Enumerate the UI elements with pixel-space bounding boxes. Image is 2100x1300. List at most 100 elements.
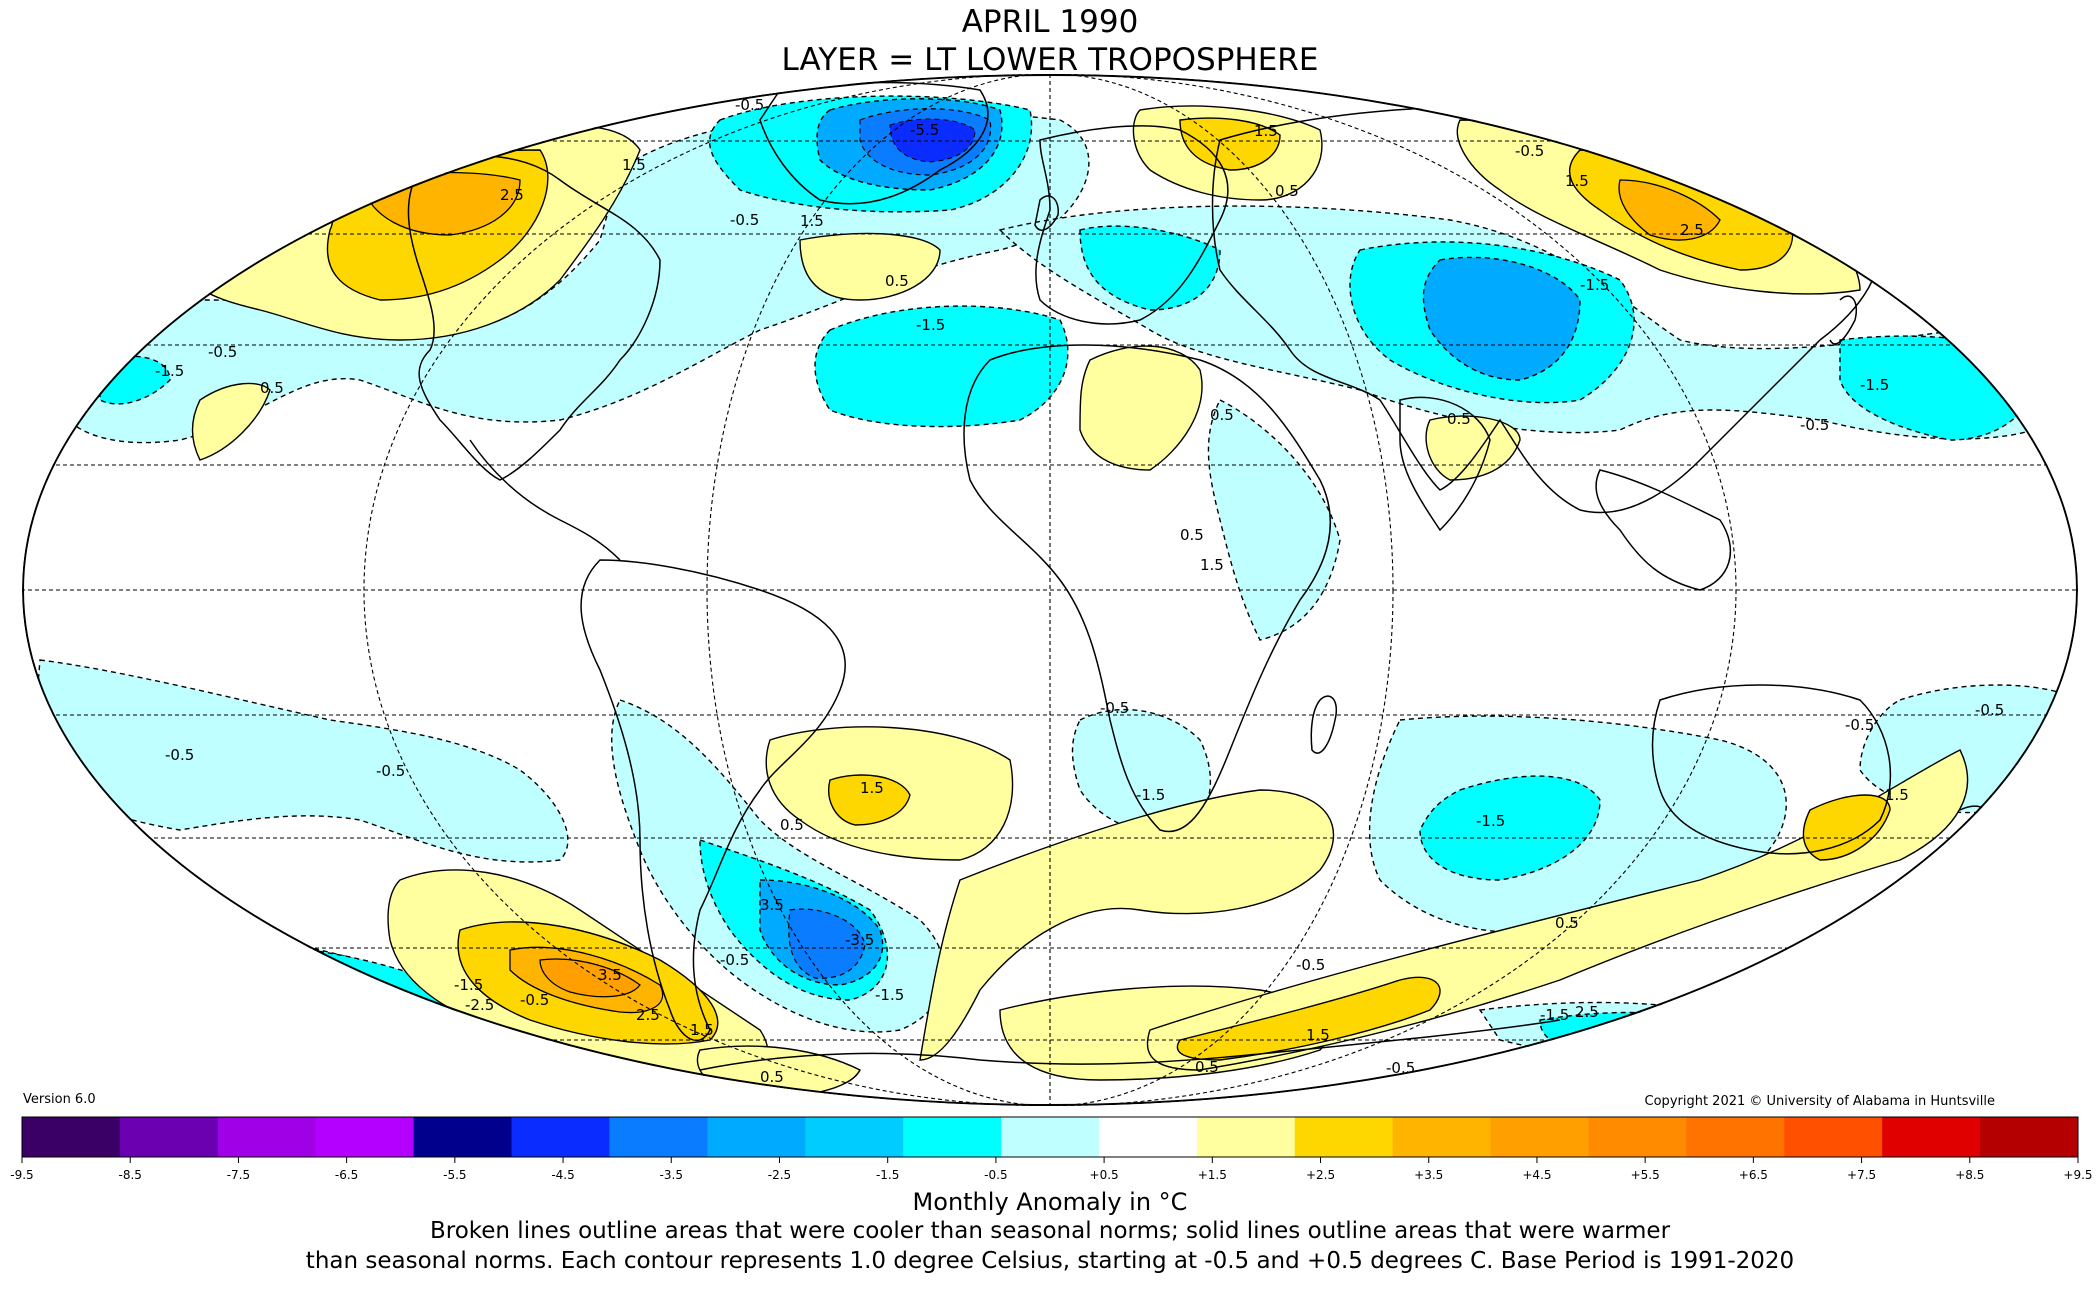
caption-line-2: than seasonal norms. Each contour repres… [305, 1248, 1795, 1274]
colorbar: -9.5 -8.5 -7.5 -6.5 -5.5 -4.5 -3.5 -2.5 -1.5 -0.5… [10, 1116, 2093, 1182]
contour-label: 1.5 [860, 779, 884, 797]
colorbar-units-label: Monthly Anomaly in °C [912, 1188, 1188, 1216]
contour-label: 0.5 [1210, 406, 1234, 424]
colorbar-tick-label: -1.5 [876, 1168, 899, 1182]
uk-outline [1034, 195, 1059, 231]
colorbar-swatch [1686, 1117, 1785, 1157]
colorbar-tick-label: +5.5 [1631, 1168, 1660, 1182]
colorbar-tick-label: -7.5 [227, 1168, 250, 1182]
colorbar-tick-label: +7.5 [1847, 1168, 1876, 1182]
contour-label: -0.5 [208, 343, 237, 361]
contour-label: 3.5 [760, 896, 784, 914]
colorbar-swatch [315, 1117, 415, 1157]
anomaly-region-north-atlantic-cold [814, 305, 1069, 428]
anomaly-map: -0.5 1.5 2.5 -0.5 1.5 0.5 -1.5 1.5 0.5 -… [22, 74, 2078, 1106]
colorbar-swatch [1980, 1117, 2079, 1157]
anomaly-region-atlantic-warm [799, 232, 941, 301]
contour-label: 0.5 [1275, 182, 1299, 200]
contour-label: -3.5 [845, 931, 874, 949]
colorbar-swatch [511, 1117, 610, 1157]
antarctica-outline [699, 1019, 1561, 1071]
version-label: Version 6.0 [23, 1092, 96, 1107]
contour-label: -0.5 [1975, 701, 2004, 719]
anomaly-region-pacific-spot-warm [191, 382, 271, 461]
contour-label: 1.5 [1885, 786, 1909, 804]
contour-label: 2.5 [1575, 1003, 1599, 1021]
colorbar-tick-label: -3.5 [660, 1168, 683, 1182]
contour-label: 1.5 [1565, 172, 1589, 190]
contour-label: 1.5 [1306, 1026, 1330, 1044]
colorbar-tick-label: +9.5 [2063, 1168, 2092, 1182]
colorbar-tick-label: -4.5 [551, 1168, 574, 1182]
colorbar-tick-label: -9.5 [10, 1168, 33, 1182]
map-subtitle: LAYER = LT LOWER TROPOSPHERE [781, 42, 1319, 78]
contour-label: 0.5 [1180, 526, 1204, 544]
copyright-label: Copyright 2021 © University of Alabama i… [1644, 1094, 1995, 1109]
contour-label: 0.5 [885, 272, 909, 290]
contour-label: 0.5 [1195, 1058, 1219, 1076]
colorbar-swatch [1392, 1117, 1492, 1157]
colorbar-swatch [805, 1117, 904, 1157]
colorbar-swatch [1001, 1117, 1100, 1157]
anomaly-region-africa-cool [1207, 399, 1341, 641]
colorbar-tick-label: -5.5 [443, 1168, 466, 1182]
colorbar-tick-label: +2.5 [1306, 1168, 1335, 1182]
contour-label: -0.5 [735, 96, 764, 114]
anomaly-region-south-atlantic-hot [828, 774, 911, 826]
contour-label: -0.5 [1100, 699, 1129, 717]
colorbar-swatch [1784, 1117, 1883, 1157]
colorbar-frame [21, 1116, 2079, 1158]
contour-label: 1.5 [800, 212, 824, 230]
colorbar-tick-label: +0.5 [1090, 1168, 1119, 1182]
anomaly-region-indian-ocean-cold [1419, 775, 1601, 881]
colorbar-swatch [1294, 1117, 1394, 1157]
anomaly-region-southern-africa-cool [1071, 708, 1212, 834]
contour-label: 1.5 [1254, 122, 1278, 140]
contour-label: -1.5 [155, 362, 184, 380]
contour-label: -0.5 [1845, 716, 1874, 734]
contour-label: 2.5 [1680, 221, 1704, 239]
colorbar-tick-label: -6.5 [335, 1168, 358, 1182]
colorbar-tick-label: -0.5 [984, 1168, 1007, 1182]
contour-label: -0.5 [1800, 416, 1829, 434]
contour-label: -0.5 [1515, 142, 1544, 160]
colorbar-tick-label: -8.5 [118, 1168, 141, 1182]
colorbar-tick-label: +3.5 [1414, 1168, 1443, 1182]
colorbar-swatch [119, 1117, 219, 1157]
contour-label: 1.5 [1200, 556, 1224, 574]
contour-label: -1.5 [1580, 276, 1609, 294]
map-title: APRIL 1990 [961, 4, 1139, 40]
contour-label: -0.5 [376, 762, 405, 780]
graticule [22, 74, 2078, 1106]
contour-label: 1.5 [622, 156, 646, 174]
anomaly-region-southern-ocean-warm [919, 789, 1335, 1061]
contour-label: -1.5 [1860, 376, 1889, 394]
europe-outline [1035, 125, 1229, 325]
anomaly-region-central-asia-colder [1422, 256, 1581, 381]
colorbar-swatch [1490, 1117, 1589, 1157]
greenland-outline [759, 81, 989, 205]
colorbar-swatch [903, 1117, 1002, 1157]
contour-label: -0.5 [165, 746, 194, 764]
contour-label: 1.5 [690, 1021, 714, 1039]
contour-label: 3.5 [598, 966, 622, 984]
anomaly-region-southeast-pacific-cool [29, 659, 569, 863]
japan-outline [1829, 295, 1857, 345]
anomaly-region-tasman-hot [1802, 794, 1891, 861]
colorbar-swatch [413, 1117, 513, 1157]
anomaly-region-north-africa-warm [1079, 345, 1203, 471]
colorbar-swatch [1196, 1117, 1296, 1157]
contour-label: -1.5 [1476, 812, 1505, 830]
madagascar-outline [1310, 695, 1337, 754]
contour-label: 2.5 [636, 1006, 660, 1024]
contour-label: -1.5 [916, 316, 945, 334]
anomaly-region-antarctic-hot [1176, 976, 1441, 1061]
colorbar-tick-label: +8.5 [1955, 1168, 1984, 1182]
africa-outline [963, 344, 1332, 833]
contour-label: -0.5 [730, 211, 759, 229]
globe-outline [22, 74, 2078, 1106]
colorbar-swatch [1882, 1117, 1981, 1157]
south-america-outline [580, 559, 846, 1042]
colorbar-tick-label: +6.5 [1739, 1168, 1768, 1182]
anomaly-region-south-america-coldest [788, 908, 866, 979]
